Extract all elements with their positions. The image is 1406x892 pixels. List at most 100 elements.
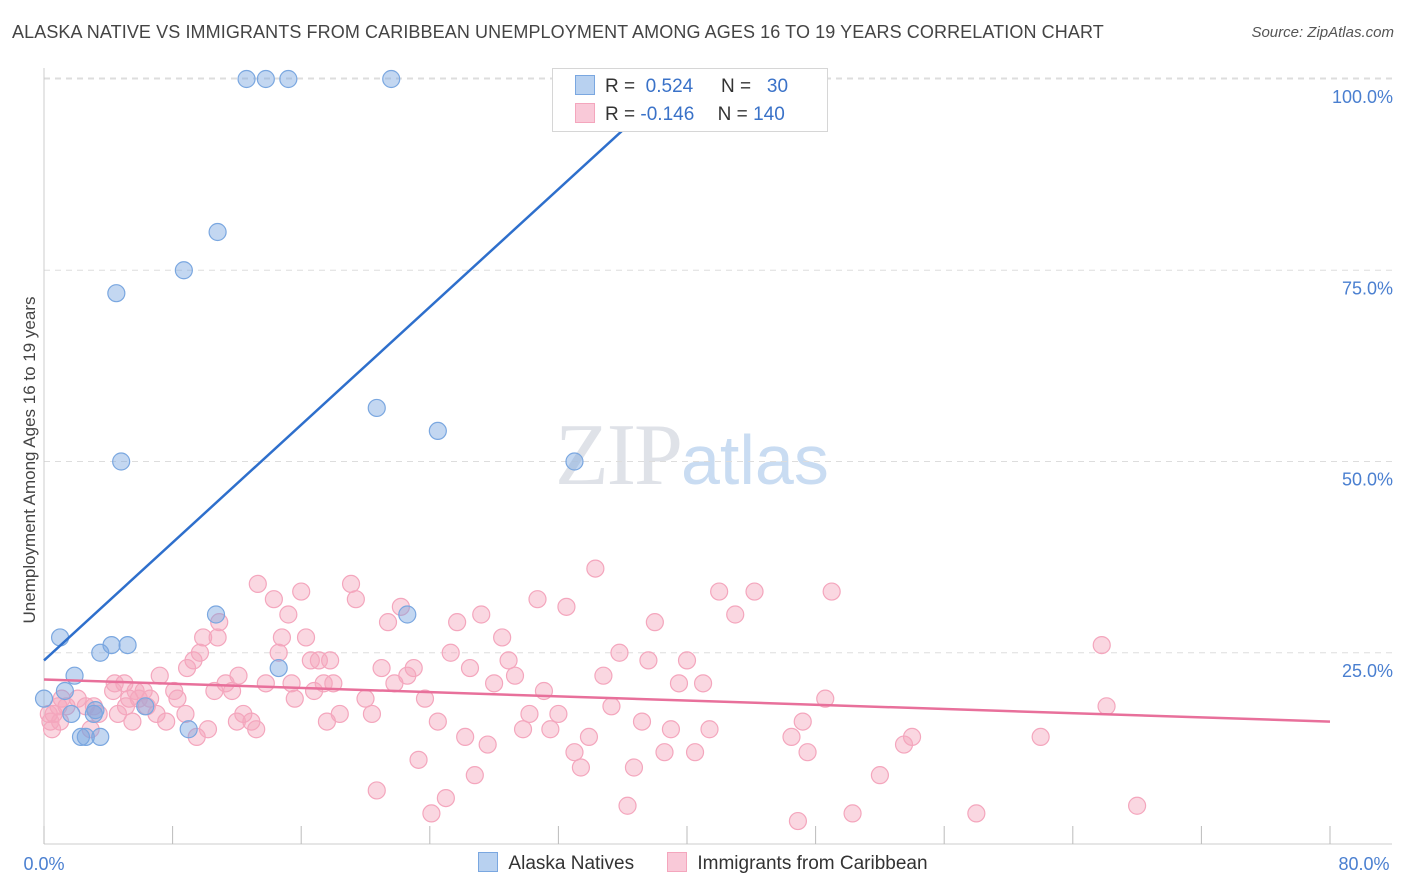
caribbean-point: [1031, 727, 1050, 747]
caribbean-point: [788, 811, 808, 831]
caribbean-point: [549, 704, 568, 724]
caribbean-point: [324, 674, 343, 693]
chart-title: ALASKA NATIVE VS IMMIGRANTS FROM CARIBBE…: [12, 22, 1104, 42]
caribbean-point: [798, 743, 817, 762]
y-tick-label: 100.0%: [1332, 87, 1393, 107]
alaska-point: [367, 398, 386, 418]
caribbean-point: [428, 712, 447, 731]
caribbean-point: [478, 735, 497, 754]
caribbean-point: [661, 720, 681, 739]
caribbean-point: [618, 796, 637, 815]
caribbean-point: [669, 674, 689, 693]
caribbean-point: [485, 674, 504, 693]
series-label-alaska: Alaska Natives: [508, 853, 635, 874]
alaska-point: [62, 704, 81, 724]
caribbean-point: [269, 643, 288, 662]
caribbean-point: [356, 689, 375, 708]
legend-r-value-caribbean: -0.146: [640, 104, 695, 125]
y-tick-label: 25.0%: [1342, 661, 1393, 681]
legend-n-label: N =: [717, 104, 748, 125]
alaska-point: [174, 261, 193, 280]
caribbean-point: [793, 712, 812, 731]
alaska-point: [237, 69, 256, 89]
caribbean-point: [843, 804, 862, 823]
caribbean-point: [967, 804, 986, 823]
legend-r-label: R =: [605, 104, 636, 125]
alaska-point: [86, 701, 105, 720]
caribbean-point: [227, 712, 246, 731]
caribbean-point: [190, 643, 210, 662]
caribbean-point: [571, 758, 591, 777]
caribbean-point: [194, 628, 213, 647]
caribbean-point: [677, 651, 697, 670]
y-tick-label: 50.0%: [1342, 470, 1393, 490]
source-label: Source: ZipAtlas.com: [1251, 24, 1394, 41]
alaska-point: [55, 681, 74, 701]
caribbean-point: [726, 605, 745, 624]
caribbean-point: [247, 720, 266, 739]
caribbean-point: [229, 666, 248, 685]
caribbean-point: [870, 766, 890, 785]
caribbean-point: [645, 613, 664, 632]
alaska-trend-line: [43, 70, 688, 662]
caribbean-point: [409, 750, 428, 769]
caribbean-point: [493, 628, 512, 647]
caribbean-point: [248, 574, 267, 594]
caribbean-point: [465, 766, 484, 785]
caribbean-point: [441, 643, 460, 662]
caribbean-point: [415, 689, 435, 708]
alaska-point: [428, 421, 447, 440]
alaska-point: [565, 452, 584, 471]
caribbean-point: [541, 720, 560, 739]
caribbean-point: [321, 651, 340, 670]
alaska-point: [118, 635, 137, 655]
caribbean-point: [456, 727, 475, 747]
caribbean-point: [685, 743, 705, 762]
legend-r-label: R =: [605, 76, 636, 97]
caribbean-point: [362, 704, 382, 724]
caribbean-point: [279, 605, 298, 624]
caribbean-point: [499, 651, 518, 670]
caribbean-point: [168, 689, 187, 708]
alaska-point: [50, 628, 70, 647]
caribbean-point: [448, 613, 467, 632]
y-axis-label: Unemployment Among Ages 16 to 19 years: [20, 296, 39, 624]
series-swatch-caribbean: [667, 852, 688, 872]
caribbean-point: [367, 781, 386, 800]
caribbean-point: [272, 628, 292, 647]
caribbean-point: [579, 727, 599, 747]
series-legend-caribbean[interactable]: Immigrants from Caribbean: [667, 852, 928, 875]
alaska-point: [398, 605, 417, 624]
series-legend: Alaska Natives Immigrants from Caribbean: [0, 852, 1406, 875]
caribbean-point: [602, 697, 621, 716]
caribbean-point: [632, 712, 652, 731]
caribbean-point: [282, 674, 301, 693]
correlation-legend: R = 0.524 N = 30 R = -0.146 N = 140: [552, 68, 828, 132]
x-tick-label: 0.0%: [23, 854, 64, 874]
caribbean-point: [586, 559, 605, 578]
series-legend-alaska[interactable]: Alaska Natives: [478, 852, 634, 875]
alaska-point: [76, 727, 95, 747]
legend-n-label: N =: [720, 76, 752, 97]
caribbean-point: [292, 582, 311, 601]
caribbean-point: [264, 590, 283, 609]
caribbean-point: [460, 658, 480, 678]
alaska-point: [71, 727, 91, 747]
caribbean-point: [472, 605, 491, 624]
watermark-atlas: atlas: [681, 421, 829, 499]
caribbean-point: [150, 666, 169, 685]
caribbean-point: [655, 743, 674, 762]
series-label-caribbean: Immigrants from Caribbean: [697, 853, 928, 874]
caribbean-point: [557, 597, 576, 616]
caribbean-point: [513, 720, 533, 739]
alaska-point: [34, 689, 54, 708]
caribbean-point: [296, 628, 316, 647]
legend-n-value-alaska: 30: [766, 76, 789, 97]
legend-row-caribbean: R = -0.146 N = 140: [575, 103, 785, 129]
caribbean-point: [693, 674, 713, 693]
caribbean-point: [505, 666, 525, 685]
y-tick-label: 75.0%: [1342, 278, 1393, 298]
legend-swatch-caribbean: [575, 103, 595, 123]
caribbean-point: [822, 582, 841, 601]
